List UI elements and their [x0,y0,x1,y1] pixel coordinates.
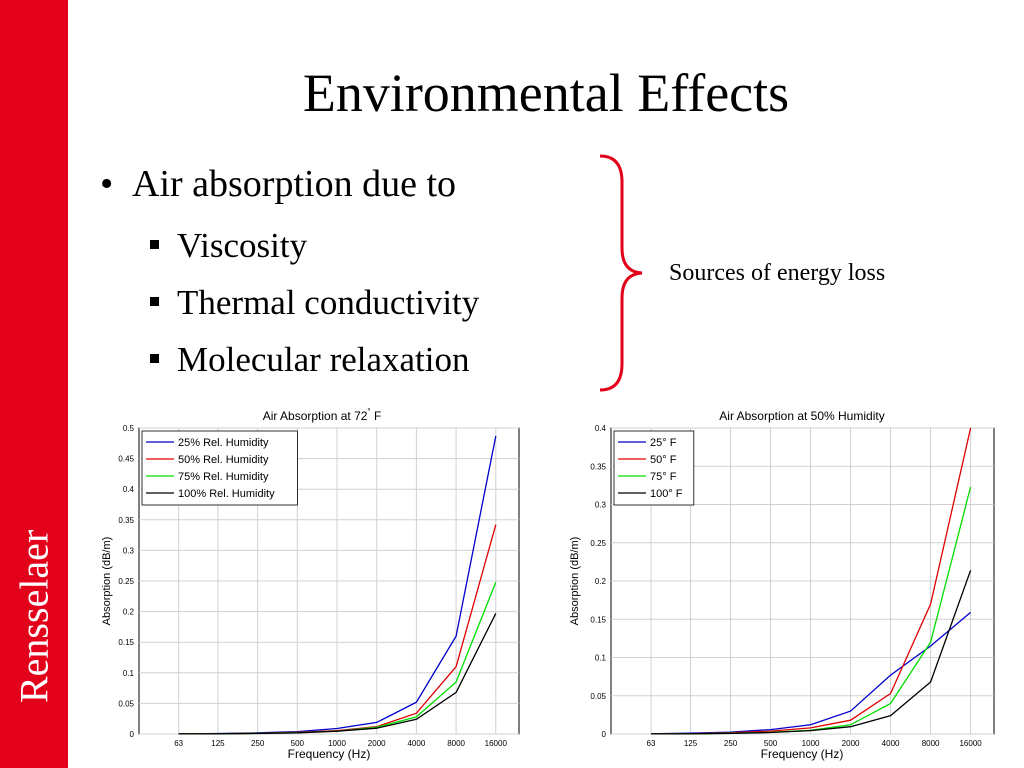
y-axis-label: Absorption (dB/m) [569,537,581,626]
series-line [650,570,972,735]
x-tick-label: 1000 [328,739,346,748]
x-tick-label: 4000 [882,739,900,748]
chart-title: Air Absorption at 72° F [263,407,382,423]
subbullet-text: Molecular relaxation [177,340,470,379]
legend-label: 100% Rel. Humidity [178,488,275,500]
x-tick-label: 250 [251,739,265,748]
legend-label: 50% Rel. Humidity [178,454,269,466]
subbullet-molecular: Molecular relaxation [150,340,470,380]
sidebar-band: Rensselaer [0,0,68,768]
y-tick-label: 0.05 [118,699,134,708]
square-bullet-icon [150,240,159,250]
x-tick-label: 125 [211,739,225,748]
x-tick-label: 2000 [842,739,860,748]
legend-label: 25° F [650,437,677,449]
y-tick-label: 0.5 [123,424,135,433]
y-tick-label: 0.25 [118,577,134,586]
x-axis-label: Frequency (Hz) [761,747,844,761]
square-bullet-icon [150,354,159,364]
y-tick-label: 0.2 [595,577,607,586]
x-tick-label: 63 [174,739,183,748]
x-tick-label: 125 [684,739,698,748]
y-tick-label: 0 [130,730,135,739]
slide-title: Environmental Effects [302,63,790,123]
x-tick-label: 16000 [959,739,982,748]
y-tick-label: 0.45 [118,455,134,464]
bullet-dot-icon: • [100,163,114,205]
x-tick-label: 500 [764,739,778,748]
chart-humidity-50: Air Absorption at 50% Humidity 0 0.05 0.1 0… [569,409,995,761]
y-axis-label: Absorption (dB/m) [101,537,113,626]
square-bullet-icon [150,297,159,307]
subbullet-thermal: Thermal conductivity [150,283,479,323]
y-tick-label: 0.3 [123,546,135,555]
series-line [178,613,497,735]
x-tick-label: 8000 [922,739,940,748]
subbullet-text: Viscosity [177,226,308,265]
y-tick-label: 0.25 [590,539,606,548]
y-tick-label: 0 [602,730,607,739]
y-tick-label: 0.15 [590,615,606,624]
y-tick-label: 0.35 [118,516,134,525]
bullet-main: • Air absorption due to [100,162,456,206]
x-tick-label: 16000 [485,739,508,748]
legend-label: 75% Rel. Humidity [178,471,269,483]
y-tick-label: 0.05 [590,692,606,701]
y-tick-label: 0.15 [118,638,134,647]
x-tick-label: 8000 [447,739,465,748]
curly-brace-icon [599,154,643,392]
y-tick-label: 0.1 [595,654,607,663]
y-tick-label: 0.4 [595,424,607,433]
y-tick-label: 0.35 [590,462,606,471]
x-tick-label: 63 [647,739,656,748]
sidebar-logo-text: Rensselaer [11,529,57,703]
x-tick-label: 4000 [407,739,425,748]
legend-label: 100° F [650,488,683,500]
legend-label: 75° F [650,471,677,483]
y-tick-label: 0.3 [595,501,607,510]
chart-title: Air Absorption at 50% Humidity [719,409,884,423]
subbullet-text: Thermal conductivity [177,283,480,322]
x-tick-label: 250 [724,739,738,748]
subbullet-viscosity: Viscosity [150,226,307,266]
legend-label: 25% Rel. Humidity [178,437,269,449]
brace-label: Sources of energy loss [669,260,886,286]
y-tick-label: 0.1 [123,669,135,678]
chart-temp-72: Air Absorption at 72° F 0 0.05 0.1 0.15 0.2 0… [101,407,520,761]
bullet-main-text: Air absorption due to [132,163,457,205]
y-tick-label: 0.4 [123,485,135,494]
x-tick-label: 2000 [368,739,386,748]
y-tick-label: 0.2 [123,608,135,617]
legend-label: 50° F [650,454,677,466]
x-tick-label: 500 [291,739,305,748]
x-tick-label: 1000 [802,739,820,748]
x-axis-label: Frequency (Hz) [288,747,371,761]
